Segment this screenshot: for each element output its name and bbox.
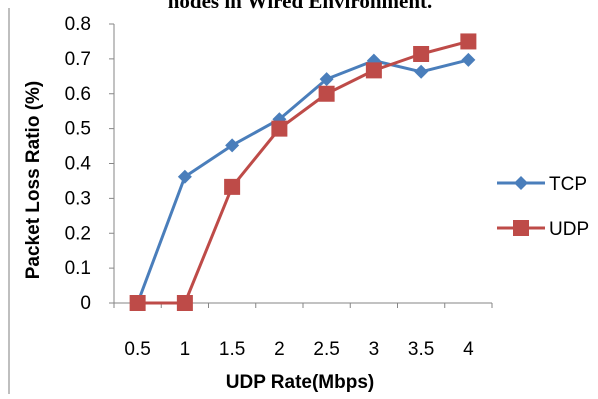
x-axis-title: UDP Rate(Mbps) (226, 372, 375, 393)
chart-title: nodes in Wired Environment. (168, 0, 433, 13)
x-tick-label: 3.5 (408, 339, 434, 360)
legend-label-udp: UDP (549, 219, 589, 240)
y-axis-title: Packet Loss Ratio (%) (23, 81, 44, 280)
data-point-udp (176, 295, 193, 311)
x-tick-label: 1 (180, 339, 191, 360)
legend-label-tcp: TCP (549, 174, 587, 195)
legend: TCP UDP (497, 174, 589, 240)
data-point-udp (460, 33, 477, 50)
x-tick-label: 0.5 (124, 339, 150, 360)
plot-area: 0 0.1 0.2 0.3 0.4 0.5 0.6 0.7 0.8 0.5 1 1.5 2 2.5 3 3.5… (65, 14, 493, 360)
data-point-udp (413, 45, 430, 62)
y-tick-label: 0.8 (65, 14, 91, 35)
y-tick-label: 0.7 (65, 49, 91, 70)
y-tick-label: 0 (80, 293, 91, 314)
y-tick-label: 0.2 (65, 223, 91, 244)
data-point-udp (129, 295, 146, 311)
data-point-tcp (177, 169, 192, 184)
data-point-tcp (225, 138, 240, 153)
x-tick-label: 3 (369, 339, 380, 360)
x-tick-label: 4 (463, 339, 474, 360)
y-tick-label: 0.3 (65, 188, 91, 209)
data-point-udp (365, 62, 382, 79)
data-point-tcp (461, 52, 476, 67)
data-point-udp (318, 85, 335, 102)
data-point-udp (224, 178, 241, 195)
data-point-tcp (414, 64, 429, 79)
legend-marker-udp (513, 220, 529, 236)
data-point-udp (271, 120, 288, 137)
series-line-tcp (136, 58, 469, 304)
x-tick-label: 1.5 (219, 339, 245, 360)
y-tick-label: 0.1 (65, 258, 91, 279)
data-point-tcp (319, 72, 334, 87)
y-tick-label: 0.5 (65, 119, 91, 140)
y-tick-label: 0.6 (65, 84, 91, 105)
legend-marker-tcp (514, 176, 528, 190)
y-tick-label: 0.4 (65, 154, 92, 175)
x-tick-label: 2.5 (313, 339, 339, 360)
x-tick-label: 2 (274, 339, 285, 360)
